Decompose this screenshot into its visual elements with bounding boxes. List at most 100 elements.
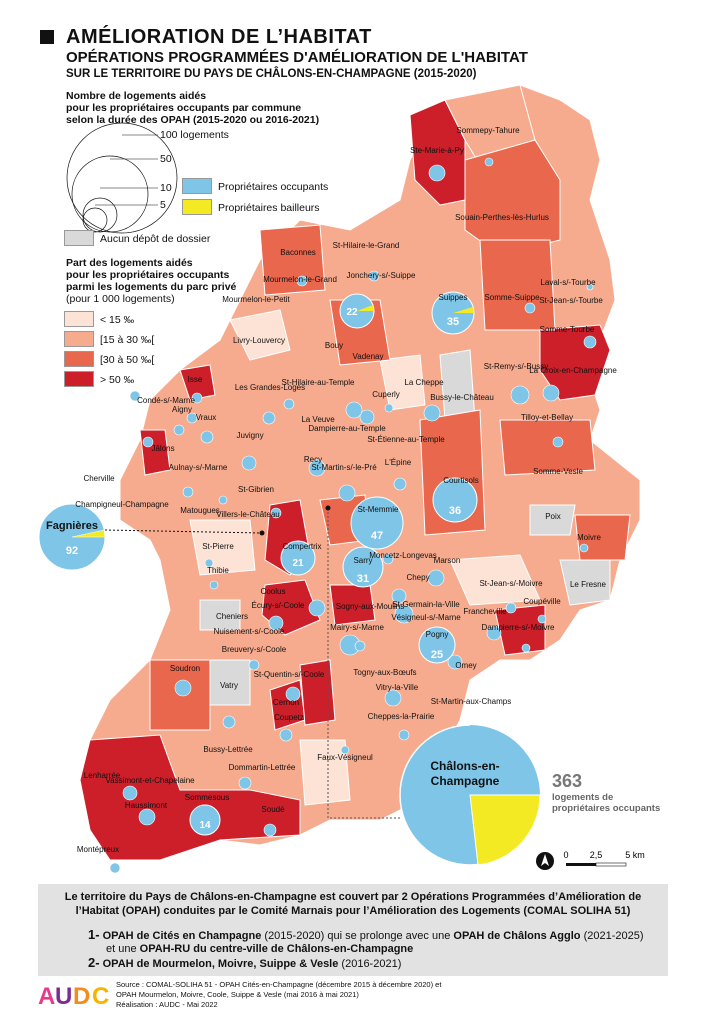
- commune-label: St-Martin-aux-Champs: [431, 697, 511, 706]
- zone-med-7: [499, 419, 596, 476]
- commune-pie: [521, 643, 531, 653]
- commune-label: Bussy-Lettrée: [203, 745, 253, 754]
- scale-0: 0: [563, 850, 568, 860]
- item1-e: et une: [106, 943, 137, 955]
- commune-pie: [345, 401, 363, 419]
- legend-share-title-2: pour les propriétaires occupants: [66, 269, 230, 281]
- legend-circles-title-1: Nombre de logements aidés: [66, 90, 207, 102]
- commune-label: Bussy-le-Château: [430, 393, 494, 402]
- item1-c: OPAH de Châlons Agglo: [453, 930, 581, 942]
- item1-b: (2015-2020) qui se prolonge avec une: [264, 930, 451, 942]
- page-title: AMÉLIORATION DE L’HABITAT: [66, 26, 372, 48]
- legend-size-5: 5: [160, 199, 166, 211]
- commune-label: Sommepy-Tahure: [456, 126, 520, 135]
- commune-label: Ste-Marie-à-Py: [410, 146, 464, 155]
- mourmelon-value: 22: [346, 307, 358, 318]
- pie-chalons: Châlons-en- Champagne: [399, 724, 541, 866]
- pogny-value: 25: [431, 649, 443, 661]
- svg-text:C: C: [92, 983, 109, 1008]
- chalons-label-l1: Châlons-en-: [430, 759, 499, 773]
- commune-pie: [359, 409, 375, 425]
- commune-label: Vadenay: [353, 352, 384, 361]
- legend-class-2: [15 à 30 ‰[: [100, 334, 155, 346]
- suippes-value: 35: [447, 316, 459, 328]
- item1-f: OPAH-RU du centre-ville de Châlons-en-Ch…: [139, 943, 414, 955]
- commune-pie: [524, 302, 536, 314]
- commune-pie: [382, 553, 394, 565]
- legend-share-title-4: (pour 1 000 logements): [66, 293, 175, 305]
- item2-num: 2-: [88, 955, 100, 970]
- swatch-landlord: [182, 199, 212, 215]
- commune-label: Écury-s/-Coole: [252, 601, 305, 610]
- zone-grey-cheniers: [199, 599, 241, 631]
- zone-dampierre-moivre: [494, 604, 546, 656]
- commune-pie: [138, 808, 156, 826]
- commune-label: St-Martin-s/-le-Pré: [311, 463, 377, 472]
- commune-label: Matougues: [180, 506, 220, 515]
- commune-label: Cheppes-la-Prairie: [368, 712, 435, 721]
- info-item-2: 2- OPAH de Mourmelon, Moivre, Suippe & V…: [88, 956, 401, 971]
- info-lead: Le territoire du Pays de Châlons-en-Cham…: [46, 890, 660, 918]
- commune-pie: [586, 283, 594, 291]
- commune-label: Mourmelon-le-Petit: [222, 295, 290, 304]
- commune-label: Cherville: [83, 474, 115, 483]
- commune-pie: [510, 385, 530, 405]
- commune-label: Isse: [188, 375, 203, 384]
- compertrix-value: 21: [292, 558, 304, 569]
- zone-souain: [464, 139, 561, 256]
- fagnieres-point: [259, 530, 265, 536]
- item2-a: OPAH de Mourmelon, Moivre, Suippe & Vesl…: [102, 958, 339, 970]
- commune-pie: [268, 615, 284, 631]
- commune-label: Montépreux: [77, 845, 119, 854]
- commune-label: St-Étienne-au-Temple: [367, 435, 445, 444]
- commune-pie: [222, 715, 236, 729]
- commune-label: Coupetz: [274, 713, 304, 722]
- commune-pie: [270, 507, 282, 519]
- scale-end: 5 km: [625, 850, 645, 860]
- commune-label: Vassimont-et-Chapelaine: [105, 776, 195, 785]
- commune-pie: [182, 486, 194, 498]
- commune-pie: [248, 659, 260, 671]
- commune-label: Aigny: [172, 405, 192, 414]
- svg-text:U: U: [55, 983, 72, 1008]
- commune-label: St-Gibrien: [238, 485, 274, 494]
- commune-label: Recy: [304, 455, 322, 464]
- commune-pie: [204, 558, 214, 568]
- sommesous-value: 14: [199, 820, 211, 831]
- commune-pie: [209, 580, 219, 590]
- commune-pie: [368, 270, 380, 282]
- zone-med-1: [259, 224, 326, 296]
- info-item-1: 1- OPAH de Cités en Champagne (2015-2020…: [88, 928, 644, 943]
- commune-label: Marson: [434, 556, 461, 565]
- svg-text:A: A: [38, 983, 55, 1008]
- commune-pie: [393, 477, 407, 491]
- legend-no-file: Aucun dépôt de dossier: [100, 233, 211, 245]
- north-arrow-icon: [536, 852, 554, 870]
- commune-pie: [173, 424, 185, 436]
- commune-label: Laval-s/-Tourbe: [540, 278, 596, 287]
- pie-courtisols: 36: [432, 477, 478, 523]
- fagnieres-value: 92: [66, 545, 78, 557]
- pie-mourmelon: 22: [339, 293, 375, 329]
- commune-label: St-Germain-la-Ville: [392, 600, 460, 609]
- commune-pie: [552, 436, 564, 448]
- info-box: Le territoire du Pays de Châlons-en-Cham…: [38, 884, 668, 976]
- commune-label: La Veuve: [301, 415, 335, 424]
- commune-label: Dommartin-Lettrée: [229, 763, 296, 772]
- commune-pie: [200, 430, 214, 444]
- commune-label: Cheniers: [216, 612, 248, 621]
- commune-pie: [542, 384, 560, 402]
- commune-pie: [296, 275, 308, 287]
- commune-label: Cernon: [273, 698, 299, 707]
- commune-label: Francheville: [463, 607, 507, 616]
- commune-label: Suippes: [439, 293, 468, 302]
- commune-label: Soudé: [261, 805, 285, 814]
- zone-med-5: [574, 514, 631, 561]
- commune-label: Moncetz-Longevas: [369, 551, 437, 560]
- chalons-leader: [327, 508, 402, 819]
- chalons-point: [325, 505, 331, 511]
- commune-label: Courtisols: [443, 476, 479, 485]
- zone-grey-poix: [529, 504, 576, 536]
- source-l1: Source : COMAL-SOLIHA 51 - OPAH Cités-en…: [116, 980, 442, 989]
